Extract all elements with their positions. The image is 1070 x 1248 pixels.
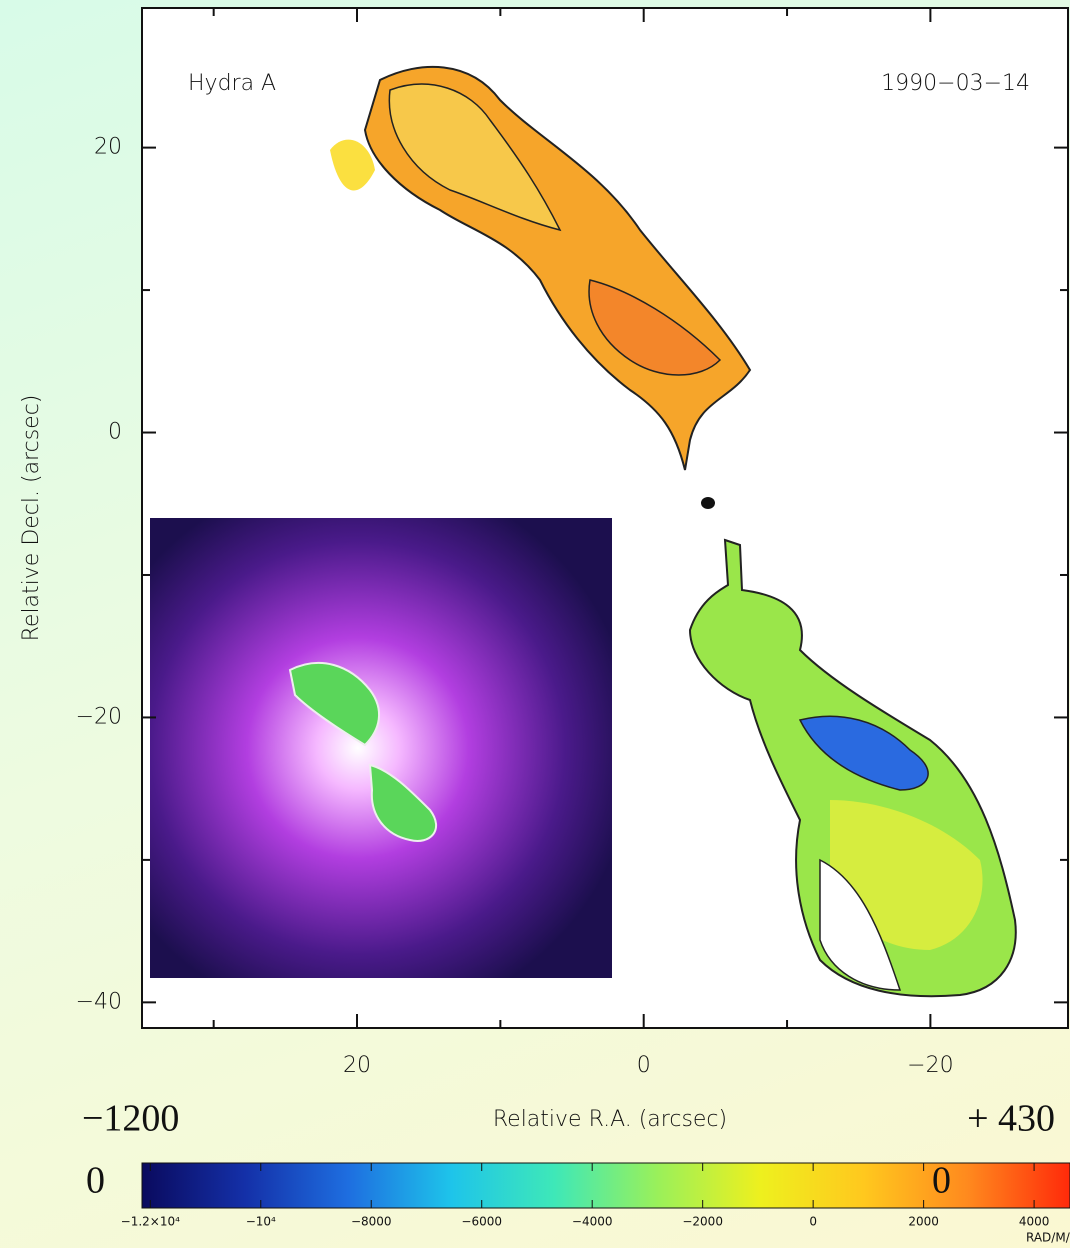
colorbar-tick-label: −6000 bbox=[461, 1215, 502, 1229]
colorbar-tick-label: 0 bbox=[809, 1215, 817, 1229]
y-tick-label: 0 bbox=[108, 420, 122, 445]
chart-title: Hydra A bbox=[188, 71, 276, 96]
colorbar-tick-label: −10⁴ bbox=[246, 1215, 276, 1229]
annotation: 0 bbox=[932, 1160, 951, 1202]
colorbar-tick-label: 4000 bbox=[1019, 1215, 1050, 1229]
date-label: 1990−03−14 bbox=[881, 71, 1030, 96]
x-tick-label: 20 bbox=[343, 1053, 371, 1078]
colorbar-tick-label: −1.2×10⁴ bbox=[121, 1215, 180, 1229]
north-lobe bbox=[330, 65, 752, 509]
colorbar-tick-label: 2000 bbox=[908, 1215, 939, 1229]
x-axis-title: Relative R.A. (arcsec) bbox=[493, 1107, 727, 1132]
south-lobe bbox=[688, 538, 1017, 998]
y-tick-label: −20 bbox=[76, 704, 122, 729]
colorbar bbox=[141, 1162, 1070, 1209]
inset-image bbox=[150, 518, 612, 978]
x-tick-label: 0 bbox=[637, 1053, 651, 1078]
x-tick-label: −20 bbox=[907, 1053, 953, 1078]
colorbar-tick-label: −2000 bbox=[682, 1215, 723, 1229]
colorbar-unit: RAD/M/M bbox=[1026, 1231, 1070, 1245]
y-tick-label: −40 bbox=[76, 989, 122, 1014]
y-tick-label: 20 bbox=[94, 135, 122, 160]
y-axis-title: Relative Decl. (arcsec) bbox=[19, 395, 44, 642]
colorbar-tick-label: −8000 bbox=[351, 1215, 392, 1229]
annotation: 0 bbox=[86, 1160, 105, 1202]
colorbar-tick-label: −4000 bbox=[572, 1215, 613, 1229]
annotation: −1200 bbox=[82, 1098, 179, 1140]
annotation: + 430 bbox=[967, 1098, 1055, 1140]
